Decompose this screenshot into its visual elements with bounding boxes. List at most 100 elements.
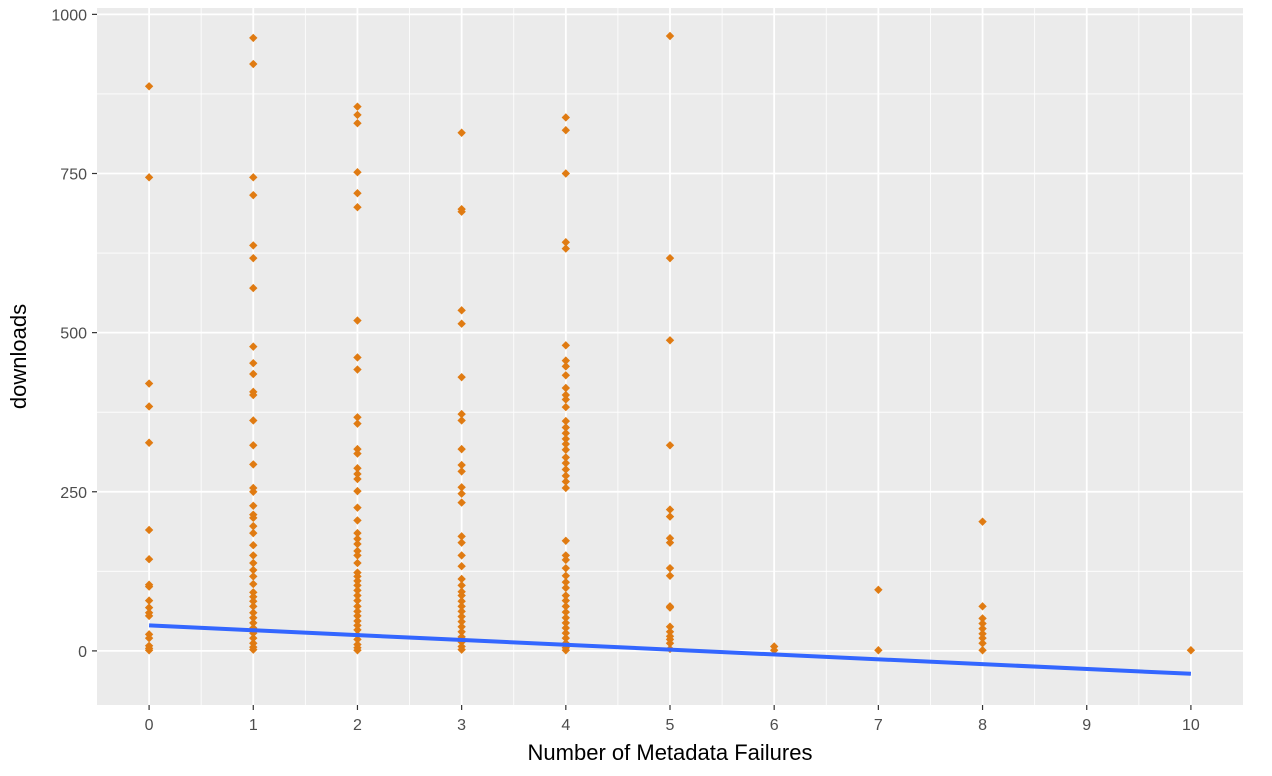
- data-point: [249, 390, 258, 400]
- data-point: [353, 464, 362, 473]
- data-point: [353, 596, 362, 605]
- data-point: [561, 471, 571, 481]
- data-point: [249, 597, 258, 606]
- data-point: [457, 627, 466, 636]
- data-point: [249, 613, 258, 622]
- data-point: [457, 532, 466, 541]
- x-tick-label: 9: [1082, 717, 1091, 734]
- data-point: [353, 444, 362, 454]
- data-point: [353, 365, 362, 374]
- data-point: [561, 596, 571, 605]
- data-point: [144, 646, 154, 655]
- data-point: [249, 59, 258, 69]
- data-point: [978, 639, 987, 648]
- data-point: [457, 416, 466, 425]
- data-point: [561, 602, 571, 611]
- data-point: [353, 528, 362, 538]
- data-point: [353, 591, 362, 600]
- data-point: [457, 409, 466, 419]
- data-point: [353, 635, 362, 644]
- data-point: [249, 416, 258, 425]
- data-point: [874, 585, 883, 594]
- data-point: [353, 551, 362, 560]
- data-point: [978, 629, 987, 638]
- trend-line: [148, 623, 1192, 676]
- data-point: [978, 614, 987, 623]
- data-point: [457, 483, 466, 492]
- x-tick-label: 3: [457, 717, 466, 734]
- data-point: [249, 618, 258, 628]
- data-point: [457, 444, 466, 454]
- data-point: [353, 616, 362, 626]
- data-point: [249, 358, 258, 368]
- data-point: [561, 395, 571, 404]
- data-point: [353, 516, 362, 525]
- data-point: [561, 356, 571, 365]
- data-point: [353, 203, 362, 212]
- data-point: [353, 646, 362, 655]
- data-point: [457, 617, 466, 626]
- data-point: [665, 31, 675, 41]
- data-point: [144, 633, 154, 643]
- data-point: [144, 173, 154, 182]
- data-point: [561, 445, 571, 454]
- x-tick-label: 10: [1182, 717, 1200, 734]
- data-point: [249, 588, 258, 597]
- trend-line-group: [148, 623, 1192, 676]
- data-point: [561, 613, 571, 622]
- data-point: [561, 563, 571, 573]
- data-point: [353, 316, 362, 325]
- data-point: [249, 551, 258, 560]
- data-point: [665, 571, 675, 580]
- data-point: [561, 628, 571, 638]
- data-point: [561, 583, 571, 593]
- data-point: [457, 632, 466, 642]
- data-point: [1186, 646, 1196, 655]
- data-point: [144, 596, 154, 605]
- data-point: [249, 528, 258, 538]
- data-point: [457, 319, 466, 328]
- data-point: [457, 460, 466, 470]
- data-point: [353, 611, 362, 621]
- data-point: [457, 637, 466, 647]
- data-point: [561, 453, 571, 462]
- data-point: [561, 618, 571, 628]
- y-tick-label: 500: [60, 326, 87, 343]
- data-point: [249, 190, 258, 200]
- data-point: [144, 555, 154, 564]
- data-point: [144, 82, 154, 91]
- y-tick-label: 1000: [51, 7, 87, 24]
- data-point: [561, 429, 571, 438]
- x-tick-label: 8: [978, 717, 987, 734]
- data-point: [457, 645, 466, 654]
- data-point: [353, 102, 362, 111]
- data-point: [353, 625, 362, 635]
- x-tick-label: 4: [561, 717, 570, 734]
- data-point: [457, 574, 466, 584]
- data-point: [561, 623, 571, 633]
- data-point: [144, 525, 154, 535]
- data-point: [561, 536, 571, 545]
- y-axis-title: downloads: [6, 304, 31, 409]
- data-point: [978, 517, 987, 526]
- y-axis: 0 250 500 750 1000: [51, 7, 97, 661]
- data-point: [457, 581, 466, 590]
- data-point: [144, 379, 154, 388]
- data-point: [249, 369, 258, 379]
- data-point: [561, 555, 571, 565]
- data-point: [457, 372, 466, 382]
- data-point: [249, 501, 258, 510]
- data-point: [665, 639, 675, 648]
- data-point: [353, 607, 362, 616]
- data-point: [561, 244, 571, 253]
- data-point: [561, 465, 571, 474]
- data-point: [665, 627, 675, 636]
- data-point: [561, 439, 571, 449]
- data-point: [561, 577, 571, 587]
- data-point: [457, 551, 466, 560]
- data-point: [353, 353, 362, 362]
- data-point: [457, 602, 466, 611]
- data-point: [665, 512, 675, 521]
- x-tick-label: 0: [145, 717, 154, 734]
